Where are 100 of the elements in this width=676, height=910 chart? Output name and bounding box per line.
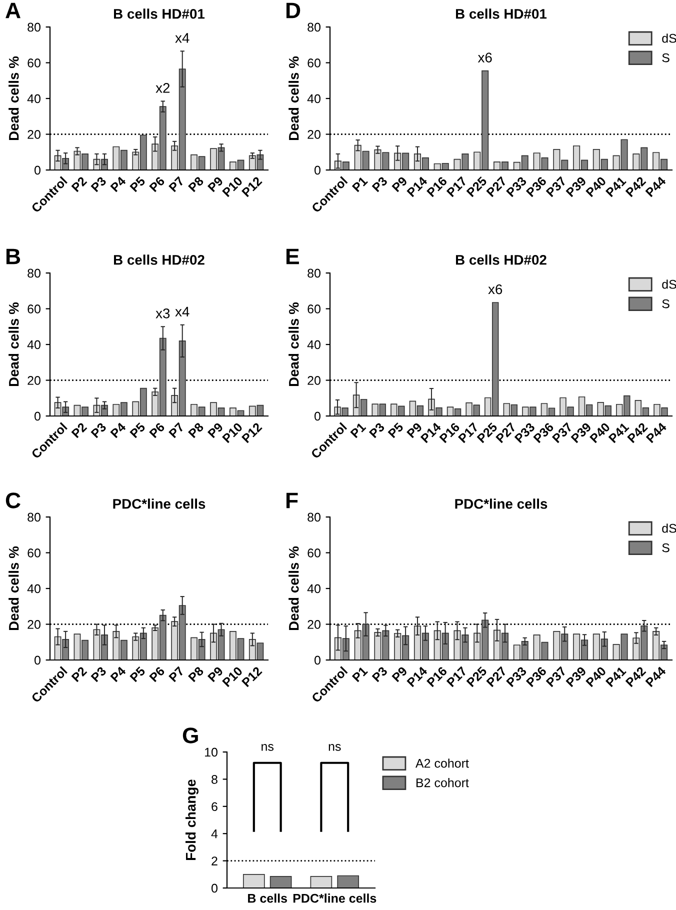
x-tick-label: P10 (222, 422, 243, 444)
x-tick-label: P39 (566, 176, 587, 198)
x-tick-label: P4 (110, 422, 126, 438)
x-tick-label: P16 (426, 666, 448, 688)
x-tick-label: P4 (110, 176, 126, 192)
y-tick-label: 80 (308, 512, 320, 522)
x-tick-label: P1 (350, 422, 366, 438)
x-tick-label: P1 (352, 176, 368, 192)
x-tick-label: P9 (207, 666, 224, 682)
x-tick-label: P5 (130, 176, 146, 192)
x-tick-label: P3 (90, 176, 107, 192)
x-tick-label: P3 (90, 422, 107, 438)
y-tick-label: 6 (212, 802, 218, 812)
x-tick-label: P4 (110, 666, 126, 682)
x-tick-label: P16 (426, 176, 448, 198)
x-tick-label: P7 (168, 422, 184, 438)
text: A (6, 2, 20, 18)
annotation: x6 (478, 52, 492, 62)
x-tick-label: P14 (420, 422, 442, 444)
x-tick-label: P3 (372, 666, 388, 682)
x-tick-label: P39 (570, 422, 592, 444)
y-tick-label: 80 (308, 268, 320, 278)
y-tick-label: 40 (307, 94, 320, 104)
y-tick-label: 80 (28, 512, 40, 522)
x-tick-label: P5 (130, 422, 146, 438)
legend-label: A2 cohort (415, 758, 469, 768)
y-tick-label: 40 (27, 94, 40, 104)
text: B (6, 248, 20, 264)
y-tick-label: 40 (307, 340, 320, 350)
x-tick-label: P5 (130, 666, 146, 682)
x-tick-label: P3 (368, 422, 386, 438)
x-tick-label: P36 (533, 422, 554, 444)
text: G (182, 728, 198, 744)
x-tick-label: P33 (506, 176, 528, 198)
x-tick-label: P25 (466, 176, 488, 198)
x-tick-label: P12 (241, 666, 262, 688)
x-tick-label: P41 (605, 666, 626, 688)
text: D (286, 2, 300, 18)
y-tick-label: 40 (27, 584, 40, 594)
y-tick-label: 40 (27, 340, 40, 350)
annotation: x3 (156, 308, 170, 318)
x-tick-label: P12 (241, 422, 262, 444)
x-tick-label: P10 (222, 666, 243, 688)
x-tick-label: P12 (241, 176, 262, 198)
y-axis-title: Dead cells % (288, 546, 299, 630)
annotation: x6 (488, 284, 502, 294)
x-tick-label: P9 (406, 422, 423, 438)
x-tick-label: P14 (406, 176, 428, 198)
y-tick-label: 10 (205, 748, 218, 757)
y-tick-label: 20 (28, 620, 40, 629)
annotation: x4 (175, 306, 190, 316)
x-tick-label: P10 (222, 176, 243, 198)
x-tick-label: P42 (625, 176, 646, 198)
x-tick-label: P9 (392, 176, 408, 192)
legend-label: dS (662, 524, 676, 533)
x-tick-label: P6 (149, 666, 166, 682)
y-tick-label: 2 (212, 856, 218, 866)
y-tick-label: 40 (307, 584, 320, 594)
x-tick-label: P36 (526, 176, 547, 198)
x-tick-label: P5 (388, 422, 404, 438)
x-tick-label: P6 (149, 422, 166, 438)
x-tick-label: P25 (466, 666, 488, 688)
legend-label: S (662, 299, 670, 308)
chart-title: B cells HD#01 (456, 8, 547, 19)
text: E (286, 248, 299, 264)
y-tick-label: 20 (28, 130, 40, 139)
x-tick-label: P25 (476, 422, 498, 444)
x-tick-label: P33 (506, 666, 528, 688)
legend-label: B2 cohort (416, 778, 469, 788)
y-tick-label: 60 (28, 58, 40, 68)
x-tick-label: P37 (546, 176, 567, 198)
x-tick-label: B cells (248, 894, 288, 903)
y-tick-label: 8 (212, 775, 218, 784)
y-axis-title: Fold change (186, 780, 199, 860)
x-tick-label: P1 (352, 666, 368, 682)
x-tick-label: P16 (439, 422, 460, 444)
legend-label: S (662, 53, 670, 62)
y-tick-label: 20 (308, 130, 320, 139)
x-tick-label: P17 (446, 666, 468, 688)
x-tick-label: P40 (586, 176, 607, 198)
x-tick-label: P8 (188, 666, 204, 682)
x-tick-label: P9 (207, 422, 224, 438)
chart-title: PDC*line cells (455, 498, 548, 509)
x-tick-label: P3 (90, 666, 107, 682)
annotation: x2 (156, 83, 170, 93)
x-tick-label: P37 (546, 666, 567, 688)
x-tick-label: P41 (608, 422, 630, 444)
chart-title: B cells HD#02 (114, 254, 204, 265)
legend-label: dS (662, 34, 676, 43)
y-axis-title: Dead cells % (8, 56, 19, 140)
y-tick-label: 20 (308, 620, 320, 629)
x-tick-label: P6 (149, 176, 166, 192)
x-tick-label: P2 (71, 666, 88, 682)
y-tick-label: 60 (28, 548, 40, 558)
x-tick-label: P17 (446, 176, 468, 198)
y-tick-label: 4 (211, 830, 218, 838)
y-tick-label: 0 (34, 412, 40, 421)
y-tick-label: 80 (308, 22, 320, 32)
y-axis-title: Dead cells % (8, 302, 19, 386)
x-tick-label: P40 (586, 666, 607, 688)
